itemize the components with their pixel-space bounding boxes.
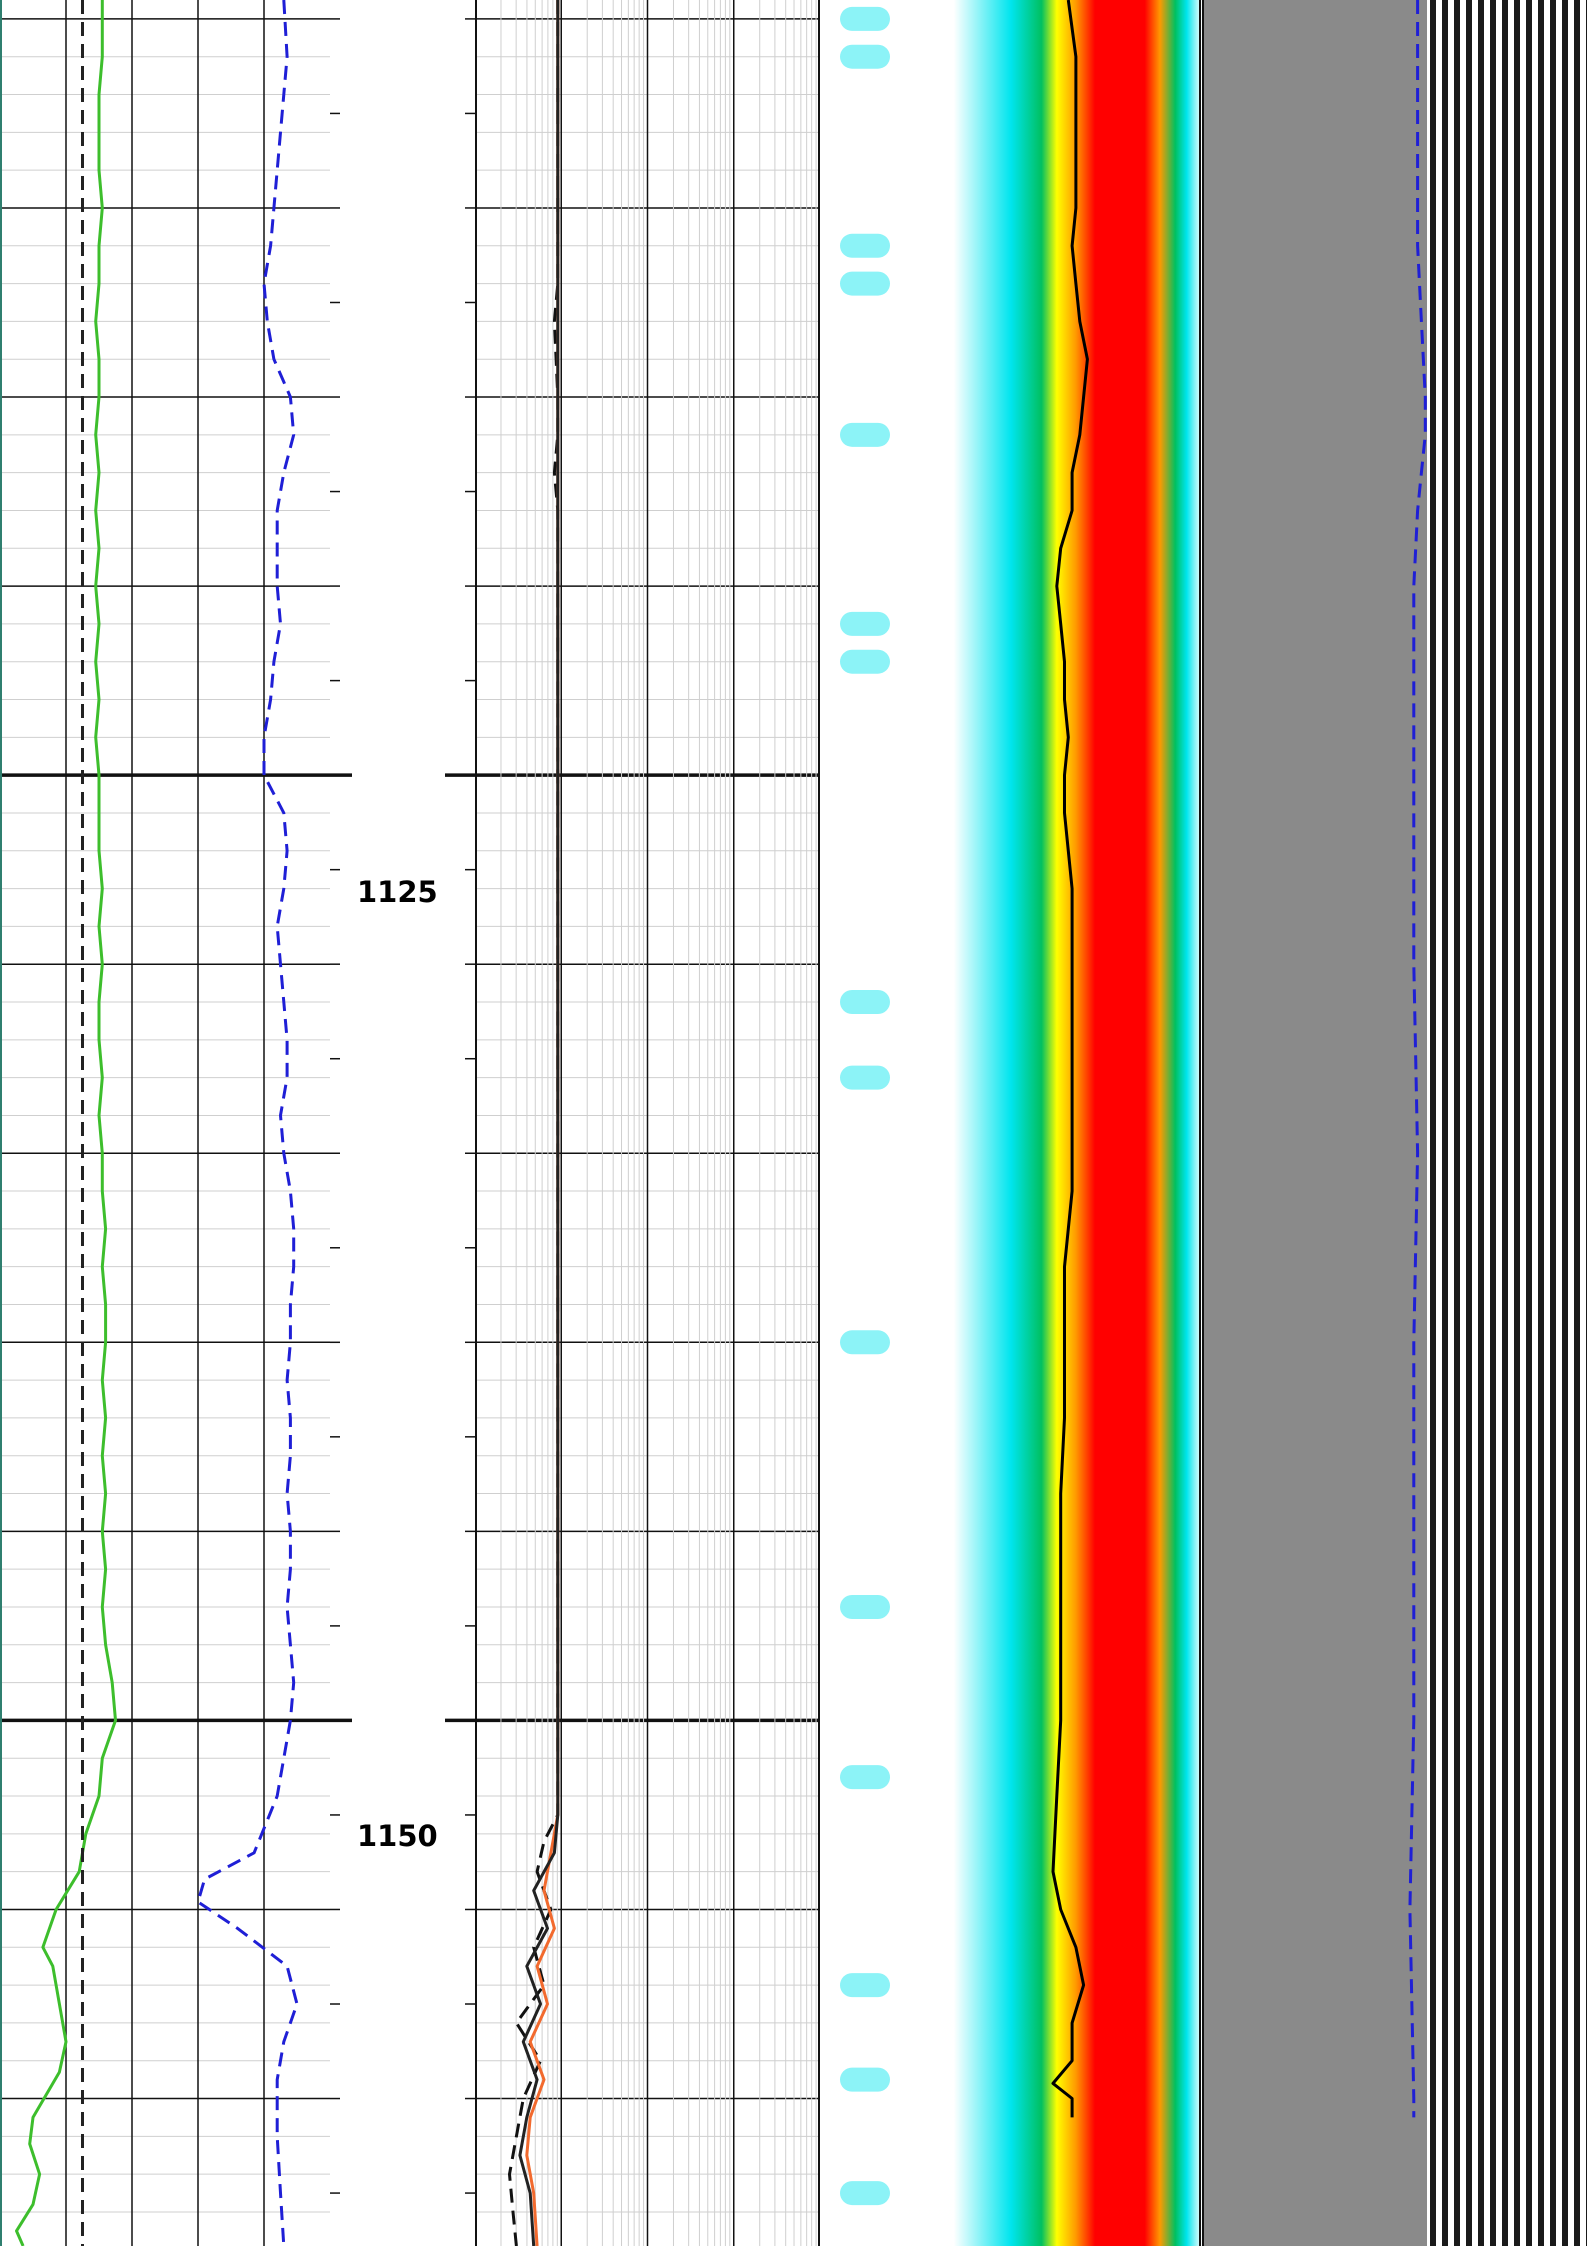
track-3: [820, 0, 1202, 2246]
track-3-cyan-band: [840, 271, 890, 296]
track-4-curve-0: [1408, 0, 1427, 2118]
track-3-curve-0: [1051, 0, 1089, 2118]
track-3-cyan-band: [840, 1973, 890, 1998]
track-2-canvas: [475, 0, 820, 2246]
track-3-cyan-band: [840, 233, 890, 258]
track-3-cyan-band: [840, 6, 890, 31]
track-1: [0, 0, 330, 2246]
depth-label-1125: 1125: [357, 875, 438, 909]
track-2: [475, 0, 820, 2246]
track-3-heat-field: [820, 0, 1202, 2246]
track-1-canvas: [0, 0, 330, 2246]
track-3-cyan-band: [840, 649, 890, 674]
track-3-cyan-band: [840, 1765, 890, 1790]
track-1-curve-1: [196, 0, 299, 2246]
track-3-cyan-band: [840, 2067, 890, 2092]
track-3-cyan-band: [840, 611, 890, 636]
track-4: [1202, 0, 1587, 2246]
track-4-canvas: [1202, 0, 1587, 2246]
track-3-cyan-band: [840, 422, 890, 447]
track-3-cyan-band: [840, 1330, 890, 1355]
track-2-curve-2: [518, 0, 560, 2246]
depth-track: 1125 1150: [330, 0, 475, 2246]
track-3-cyan-band: [840, 1594, 890, 1619]
track-3-canvas: [820, 0, 1202, 2246]
track-3-cyan-band: [840, 44, 890, 69]
track-1-curve-0: [15, 0, 117, 2246]
track-3-cyan-band: [840, 2181, 890, 2206]
depth-label-1150: 1150: [357, 1819, 438, 1853]
depth-ticks: [330, 18, 475, 2194]
track-3-cyan-band: [840, 990, 890, 1015]
track-3-cyan-band: [840, 1065, 890, 1090]
track-4-waveform-band: [1427, 0, 1587, 2246]
